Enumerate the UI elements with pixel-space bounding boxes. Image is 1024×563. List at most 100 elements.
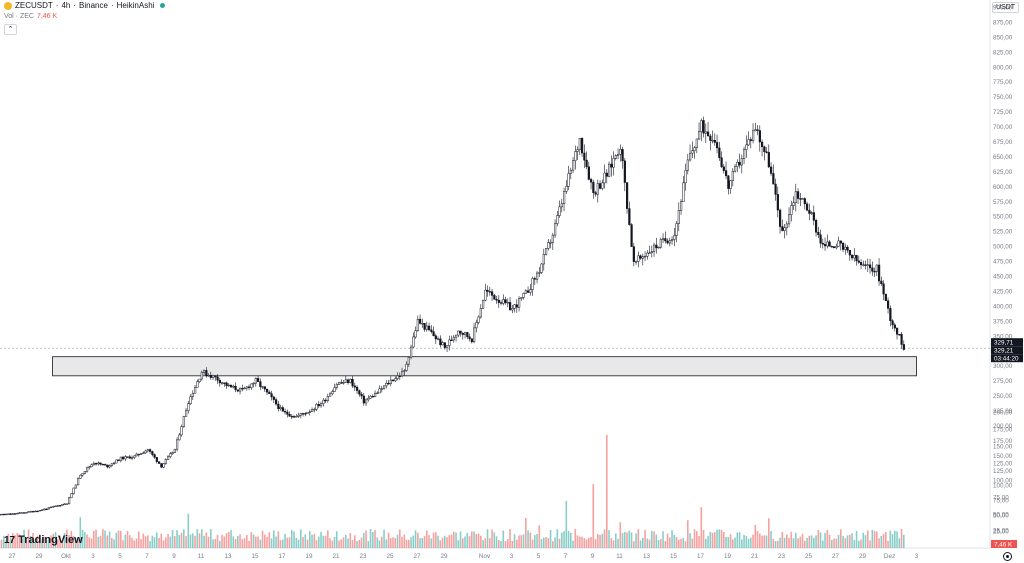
volume-bar <box>664 541 667 548</box>
candle-body <box>833 246 836 249</box>
candle-body <box>799 198 802 200</box>
time-tick-label: 15 <box>251 553 259 560</box>
price-tick-label: 575,00 <box>993 199 1013 206</box>
candle-body <box>252 382 255 385</box>
time-tick-label: 25 <box>386 553 394 560</box>
settings-gear-icon[interactable] <box>1003 552 1012 561</box>
candle-body <box>808 209 811 214</box>
volume-bar <box>644 529 646 548</box>
candle-body <box>623 160 626 183</box>
candle-body <box>338 382 341 385</box>
volume-bar <box>25 539 28 548</box>
candle-body <box>504 299 507 303</box>
volume-bar <box>7 533 10 548</box>
candle-body <box>560 203 563 208</box>
candle-body <box>677 210 680 224</box>
candle-body <box>547 242 550 249</box>
separator: · <box>110 1 114 10</box>
tradingview-logo[interactable]: 17 TradingView <box>4 534 83 546</box>
volume-bar <box>504 541 507 548</box>
volume-bar <box>120 531 122 548</box>
candle-body <box>558 206 561 216</box>
volume-bar <box>108 531 111 548</box>
volume-bar <box>720 529 723 548</box>
volume-bar <box>842 536 844 548</box>
candle-body <box>671 239 674 242</box>
time-tick-label: 23 <box>778 553 786 560</box>
volume-bar <box>783 537 786 548</box>
volume-bar <box>617 538 619 548</box>
candle-body <box>405 363 408 371</box>
volume-bar <box>599 534 601 548</box>
price-tag-bg <box>991 338 1023 347</box>
candle-body <box>680 201 683 211</box>
volume-bar <box>822 540 824 548</box>
candle-body <box>851 254 854 259</box>
volume-bar <box>16 532 19 548</box>
candle-body <box>644 255 647 258</box>
candle-body <box>828 241 831 247</box>
volume-bar <box>138 531 140 548</box>
volume-bar <box>79 517 82 548</box>
candle-body <box>279 407 282 409</box>
volume-bar <box>144 536 147 548</box>
volume-bar <box>671 530 673 548</box>
collapse-legend-button[interactable]: ⌃ <box>4 24 17 35</box>
support-zone-rectangle <box>52 356 917 377</box>
candle-body <box>821 242 824 245</box>
volume-bar <box>0 539 3 548</box>
volume-bar <box>705 538 707 548</box>
candle-body <box>106 464 109 468</box>
volume-bar <box>374 530 376 548</box>
candle-body <box>765 151 768 153</box>
candle-body <box>401 371 404 377</box>
candle-body <box>565 186 568 192</box>
price-tick-label: 425,00 <box>993 288 1013 295</box>
candle-body <box>729 180 732 189</box>
candle-body <box>326 396 329 401</box>
candle-body <box>99 462 102 465</box>
candle-body <box>826 241 829 247</box>
candle-body <box>241 388 244 390</box>
volume-bar <box>765 535 768 548</box>
candle-body <box>164 459 167 464</box>
volume-bar <box>59 535 61 548</box>
volume-legend[interactable]: Vol · ZEC 7,46 K <box>4 13 57 20</box>
candle-body <box>117 459 120 462</box>
candle-body <box>191 393 194 397</box>
volume-bar <box>430 538 433 548</box>
candle-body <box>610 163 613 168</box>
volume-bar <box>637 529 640 548</box>
candle-body <box>736 161 739 167</box>
candle-body <box>92 463 95 466</box>
candle-body <box>317 404 320 407</box>
volume-bar <box>405 539 408 548</box>
volume-bar <box>655 534 658 548</box>
currency-button[interactable]: USDT <box>992 2 1020 13</box>
volume-bar <box>383 529 385 548</box>
volume-bar <box>66 529 68 548</box>
volume-bar <box>826 529 829 548</box>
candle-body <box>430 329 433 332</box>
candle-body <box>709 135 712 141</box>
volume-bar <box>743 535 745 548</box>
symbol-legend[interactable]: ZECUSDT · 4h · Binance · HeikinAshi <box>4 1 166 10</box>
candle-body <box>572 160 575 171</box>
candle-body <box>248 386 251 388</box>
candle-body <box>522 293 525 298</box>
time-tick-label: 29 <box>440 553 448 560</box>
candle-body <box>16 512 19 515</box>
candle-body <box>11 513 14 515</box>
candle-body <box>351 378 354 387</box>
candle-body <box>659 239 662 248</box>
candle-body <box>144 450 147 454</box>
candle-body <box>466 332 469 338</box>
volume-bar <box>270 538 273 548</box>
candle-body <box>614 155 617 159</box>
volume-tick-label: 175,00 <box>993 427 1013 434</box>
volume-bar <box>228 532 230 548</box>
volume-bar <box>149 541 151 548</box>
volume-bar <box>819 532 822 548</box>
volume-bar <box>538 525 541 548</box>
